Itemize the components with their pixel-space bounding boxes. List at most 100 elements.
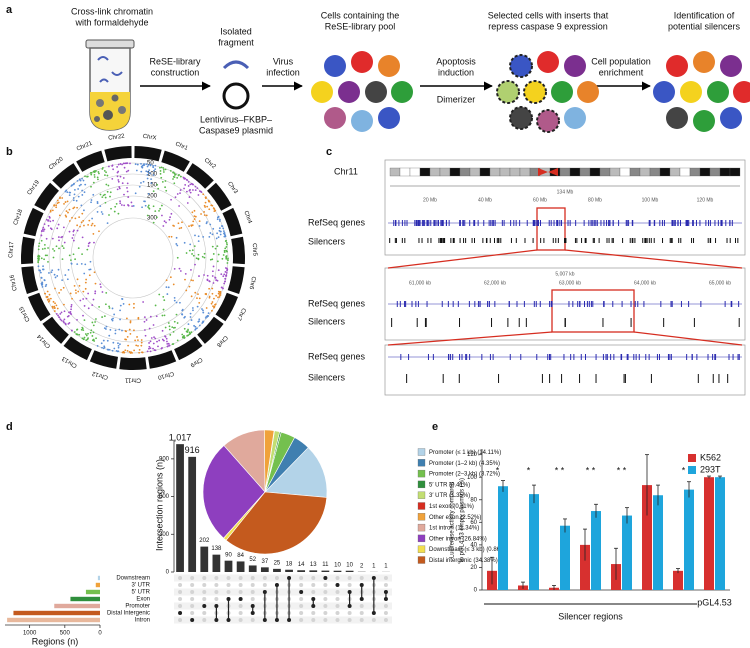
point bbox=[179, 175, 182, 178]
point bbox=[194, 215, 197, 218]
gene bbox=[466, 354, 468, 360]
point bbox=[68, 254, 71, 257]
point bbox=[188, 249, 191, 252]
point bbox=[58, 292, 61, 294]
point bbox=[91, 217, 94, 220]
point bbox=[173, 267, 176, 270]
point bbox=[91, 222, 94, 225]
point bbox=[215, 279, 218, 281]
point bbox=[82, 314, 84, 317]
matrix-dot bbox=[335, 576, 340, 580]
point bbox=[108, 165, 110, 168]
gene bbox=[588, 220, 590, 226]
silencer bbox=[471, 238, 473, 243]
scale-label: 100 bbox=[147, 172, 158, 178]
matrix-dot bbox=[323, 583, 328, 587]
silencer bbox=[459, 238, 461, 243]
point bbox=[119, 200, 121, 203]
cell bbox=[564, 107, 586, 129]
gene bbox=[520, 354, 522, 360]
point bbox=[218, 229, 221, 232]
point bbox=[179, 301, 181, 304]
point bbox=[200, 191, 203, 194]
point bbox=[134, 339, 137, 342]
point bbox=[72, 230, 75, 233]
point bbox=[79, 179, 82, 182]
silencer bbox=[498, 238, 500, 243]
point bbox=[142, 301, 145, 303]
point bbox=[175, 301, 178, 304]
point bbox=[209, 258, 212, 261]
point bbox=[64, 201, 67, 203]
point bbox=[189, 243, 192, 246]
gene bbox=[448, 220, 450, 226]
point bbox=[57, 314, 60, 317]
point bbox=[189, 316, 192, 318]
point bbox=[216, 218, 219, 221]
point bbox=[64, 214, 67, 217]
value-label: 37 bbox=[261, 559, 268, 565]
point bbox=[125, 317, 128, 320]
gene bbox=[404, 220, 406, 226]
legend-entry: Distal intergenic (34.38%) bbox=[429, 558, 498, 564]
point bbox=[222, 275, 225, 278]
point bbox=[40, 234, 43, 237]
gene bbox=[738, 354, 740, 360]
point bbox=[176, 339, 179, 342]
point bbox=[103, 345, 106, 348]
silencer bbox=[416, 318, 418, 327]
silencer bbox=[648, 238, 650, 243]
chromosome-label: Chr18 bbox=[13, 208, 24, 226]
set-label: Exon bbox=[136, 597, 150, 603]
point bbox=[47, 261, 49, 263]
silencer bbox=[644, 238, 646, 243]
point bbox=[219, 233, 222, 236]
point bbox=[51, 269, 54, 272]
y-tick-label: 600 bbox=[159, 494, 170, 500]
point bbox=[162, 308, 165, 311]
band bbox=[729, 167, 741, 177]
point bbox=[149, 315, 152, 318]
point bbox=[202, 236, 205, 238]
gene bbox=[603, 301, 605, 307]
point bbox=[83, 336, 86, 339]
matrix-dot bbox=[202, 590, 207, 594]
gene bbox=[488, 301, 490, 307]
point bbox=[93, 173, 96, 176]
point bbox=[149, 340, 152, 343]
point bbox=[197, 194, 200, 196]
point bbox=[98, 230, 100, 233]
point bbox=[111, 164, 114, 167]
point bbox=[42, 265, 44, 268]
point bbox=[162, 171, 165, 173]
gene bbox=[424, 220, 426, 226]
point bbox=[133, 329, 135, 332]
gene bbox=[426, 301, 428, 307]
point bbox=[190, 295, 193, 298]
set-label: 3′ UTR bbox=[132, 583, 151, 589]
significance: * * bbox=[617, 465, 627, 475]
cell bbox=[509, 106, 533, 130]
axis-label: 40 Mb bbox=[478, 197, 492, 203]
gene bbox=[714, 354, 716, 360]
cell bbox=[311, 81, 333, 103]
point bbox=[137, 317, 140, 320]
gene bbox=[416, 220, 418, 226]
value-label: 1 bbox=[384, 563, 388, 569]
gene bbox=[671, 301, 673, 307]
gene bbox=[465, 354, 467, 360]
silencer bbox=[465, 238, 467, 243]
point bbox=[129, 321, 132, 324]
point bbox=[79, 299, 82, 302]
point bbox=[70, 308, 72, 311]
gene bbox=[433, 220, 435, 226]
point bbox=[126, 190, 129, 193]
point bbox=[187, 334, 190, 337]
band bbox=[719, 167, 731, 177]
cell bbox=[707, 81, 729, 103]
gene bbox=[408, 354, 410, 360]
legend-entry: 3′ UTR (1.35%) bbox=[429, 493, 470, 499]
axis-label: 120 Mb bbox=[697, 197, 714, 203]
track-label: Silencers bbox=[308, 316, 346, 326]
value-label: 14 bbox=[298, 562, 305, 568]
